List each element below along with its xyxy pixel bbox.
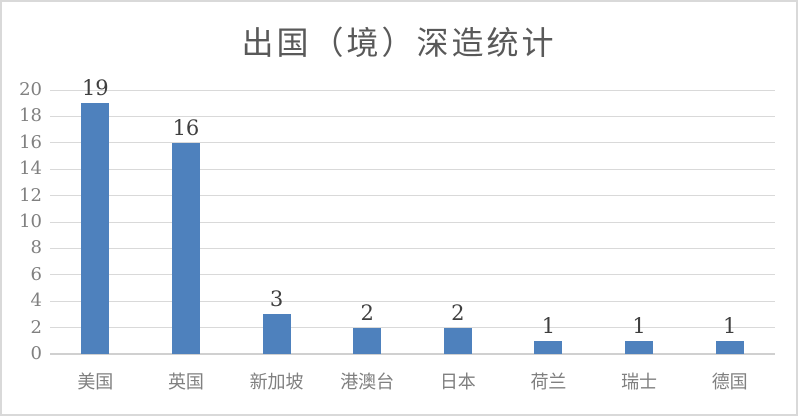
gridline [50, 300, 775, 302]
y-tick-label: 2 [30, 316, 42, 338]
bar [262, 314, 291, 354]
x-category-label: 日本 [439, 372, 476, 393]
chart-title: 出国（境）深造统计 [241, 24, 557, 62]
y-tick-label: 8 [30, 237, 42, 259]
bar [534, 340, 563, 354]
gridline [50, 115, 775, 117]
gridline [50, 327, 775, 329]
bar-data-label: 1 [541, 313, 556, 338]
bar-data-label: 1 [632, 313, 646, 338]
bar [171, 142, 200, 354]
bar-column: 1 [594, 90, 685, 354]
y-tick-label: 20 [19, 79, 42, 100]
bar [81, 103, 110, 354]
bar-data-label: 3 [269, 287, 284, 312]
bar-series: 19 16 3 2 2 1 1 1 [50, 78, 775, 354]
bar [443, 327, 472, 354]
x-category-label: 美国 [77, 372, 114, 393]
bar-column: 3 [231, 90, 322, 354]
x-category-label: 港澳台 [340, 372, 395, 393]
y-tick-label: 12 [19, 184, 42, 206]
x-category-label: 新加坡 [249, 372, 304, 393]
bar-data-label: 2 [451, 300, 465, 325]
x-category-label: 荷兰 [530, 372, 567, 393]
bar-column: 2 [413, 90, 504, 354]
bar [625, 340, 654, 354]
gridline [50, 168, 775, 170]
bar-data-label: 16 [172, 115, 200, 140]
bar-data-label: 2 [360, 300, 374, 325]
y-tick-label: 6 [30, 263, 42, 285]
y-tick-label: 0 [30, 343, 42, 364]
bar-column: 1 [503, 90, 594, 354]
plot-area: 19 16 3 2 2 1 1 1 [50, 78, 775, 355]
x-axis-line [50, 353, 775, 355]
bar-data-label: 19 [81, 76, 109, 101]
y-tick-label: 14 [19, 158, 42, 180]
x-category-label: 瑞士 [621, 372, 658, 393]
y-tick-label: 10 [19, 211, 42, 232]
bar-column: 16 [141, 90, 232, 354]
gridline [50, 142, 775, 144]
x-axis: 美国 英国 新加坡 港澳台 日本 荷兰 瑞士 德国 [50, 356, 775, 400]
gridline [50, 195, 775, 197]
gridline [50, 221, 775, 223]
x-category-label: 德国 [711, 372, 748, 393]
bar-column: 19 [50, 78, 141, 354]
gridline [50, 247, 775, 249]
bar-column: 1 [684, 90, 775, 354]
y-tick-label: 16 [19, 131, 42, 153]
bar-data-label: 1 [723, 313, 737, 338]
x-category-label: 英国 [167, 372, 204, 393]
gridline [50, 89, 775, 91]
bar [715, 340, 744, 354]
y-tick-label: 18 [19, 105, 42, 127]
bar [353, 327, 382, 354]
bar-column: 2 [322, 90, 413, 354]
y-tick-label: 4 [30, 290, 42, 312]
gridline [50, 274, 775, 276]
y-axis: 0 2 4 6 8 10 12 14 16 18 20 [2, 81, 44, 363]
